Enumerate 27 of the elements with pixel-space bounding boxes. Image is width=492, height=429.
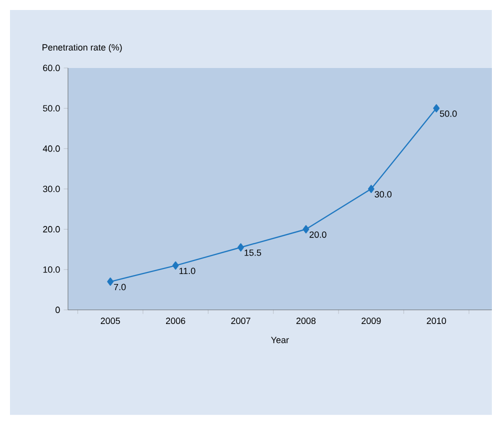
y-tick-label: 40.0 bbox=[42, 146, 60, 152]
y-tick-label: 0 bbox=[56, 306, 60, 314]
point bbox=[238, 243, 244, 252]
y-tick-label: 10.0 bbox=[43, 266, 60, 273]
y-tick-label: 30.0 bbox=[43, 186, 60, 192]
x-tick-label: 2008 bbox=[296, 318, 316, 324]
point bbox=[368, 184, 374, 194]
x-tick-label: 2009 bbox=[362, 318, 381, 324]
x-tick-label: 2006 bbox=[166, 318, 186, 324]
y-axis-title: Penetration rate (%) bbox=[42, 44, 122, 52]
point bbox=[433, 104, 440, 112]
x-tick-label: 2005 bbox=[100, 318, 120, 324]
data-label: 15.5 bbox=[244, 250, 262, 256]
data-label: 20.0 bbox=[310, 232, 326, 238]
x-axis-title: Year bbox=[271, 336, 289, 344]
y-tick-label: 50.0 bbox=[43, 105, 60, 112]
point bbox=[107, 278, 114, 286]
y-tick-label: 20.0 bbox=[43, 226, 60, 233]
y-tick-label: 60.0 bbox=[43, 64, 60, 72]
x-tick-label: 2010 bbox=[426, 318, 446, 324]
data-label: 7.0 bbox=[114, 284, 126, 290]
data-label: 11.0 bbox=[179, 268, 196, 274]
data-label: 50.0 bbox=[440, 110, 457, 117]
data-label: 30.0 bbox=[374, 191, 392, 198]
point bbox=[302, 225, 310, 234]
point bbox=[172, 262, 179, 270]
x-tick-label: 2007 bbox=[231, 318, 250, 324]
